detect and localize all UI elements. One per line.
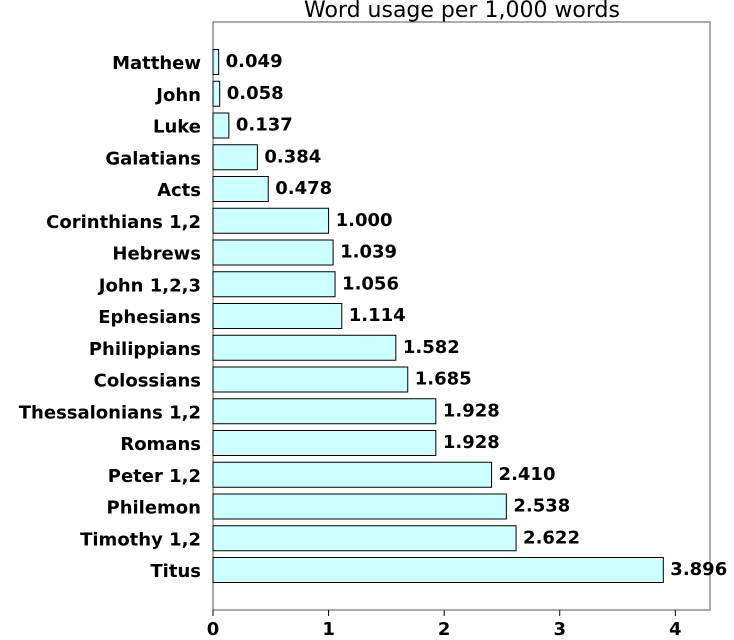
bar xyxy=(212,303,343,329)
x-tick-label: 4 xyxy=(669,619,682,640)
value-label: 1.000 xyxy=(336,210,393,231)
y-tick-label: Peter 1,2 xyxy=(108,466,201,487)
bar xyxy=(212,366,409,393)
y-tick-label: Timothy 1,2 xyxy=(80,529,201,550)
bar xyxy=(212,49,220,75)
y-tick-label: Acts xyxy=(157,180,201,201)
chart-title: Word usage per 1,000 words xyxy=(304,0,620,23)
bar xyxy=(212,112,230,139)
y-tick-label: Thessalonians 1,2 xyxy=(19,402,201,423)
value-label: 2.410 xyxy=(499,464,556,485)
y-tick-label: John xyxy=(154,85,201,106)
value-label: 0.049 xyxy=(226,51,283,72)
value-label: 3.896 xyxy=(670,559,727,580)
value-label: 2.622 xyxy=(523,527,580,548)
y-tick-label: John 1,2,3 xyxy=(97,275,201,296)
bar xyxy=(212,80,221,107)
x-tick-label: 3 xyxy=(553,619,566,640)
y-tick-label: Romans xyxy=(120,434,201,455)
bar xyxy=(212,525,517,552)
y-tick-label: Matthew xyxy=(112,53,201,74)
value-label: 1.685 xyxy=(415,369,472,390)
bar xyxy=(212,271,336,298)
bar xyxy=(212,398,437,425)
x-tick-label: 0 xyxy=(207,619,220,640)
bar xyxy=(212,557,664,583)
value-label: 1.928 xyxy=(443,400,500,421)
bar xyxy=(212,207,330,234)
value-label: 1.039 xyxy=(340,242,397,263)
value-label: 0.058 xyxy=(227,83,284,104)
bar xyxy=(212,334,397,361)
value-label: 0.478 xyxy=(275,178,332,199)
x-tick-label: 1 xyxy=(322,619,335,640)
y-tick-label: Colossians xyxy=(94,371,201,392)
y-tick-label: Titus xyxy=(150,561,201,582)
y-tick-label: Ephesians xyxy=(98,307,201,328)
y-tick-label: Corinthians 1,2 xyxy=(46,212,201,233)
value-label: 1.114 xyxy=(349,305,406,326)
bar xyxy=(212,176,269,202)
x-tick-label: 2 xyxy=(438,619,451,640)
y-tick-label: Philippians xyxy=(89,339,201,360)
y-tick-label: Philemon xyxy=(107,498,202,519)
bar xyxy=(212,430,437,456)
y-tick-label: Galatians xyxy=(105,148,201,169)
y-tick-label: Hebrews xyxy=(112,244,201,265)
value-label: 2.538 xyxy=(513,496,570,517)
bar xyxy=(212,239,334,266)
value-label: 0.137 xyxy=(236,115,293,136)
value-label: 1.582 xyxy=(403,337,460,358)
value-label: 0.384 xyxy=(264,146,321,167)
bar xyxy=(212,144,258,171)
bar xyxy=(212,493,507,520)
value-label: 1.928 xyxy=(443,432,500,453)
bar xyxy=(212,461,493,488)
y-tick-label: Luke xyxy=(153,117,201,138)
value-label: 1.056 xyxy=(342,273,399,294)
